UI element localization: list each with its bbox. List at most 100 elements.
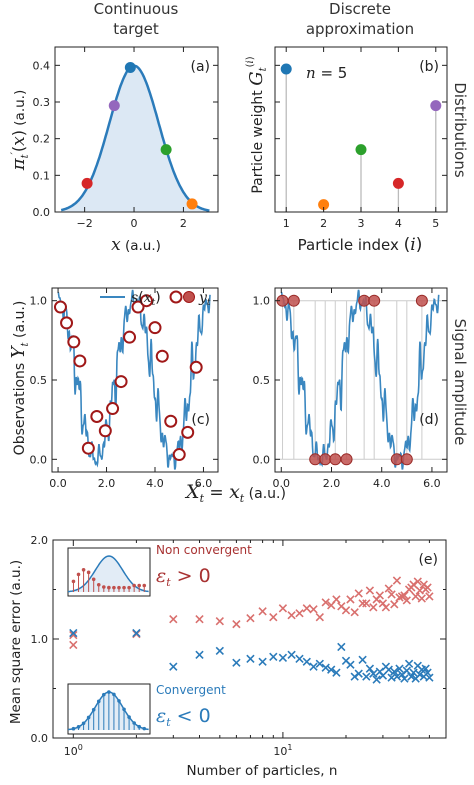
observation-marker xyxy=(148,321,162,335)
mse-marker xyxy=(302,604,311,613)
mse-marker xyxy=(246,654,255,663)
observation-marker xyxy=(114,375,128,389)
inset-stem-marker xyxy=(142,726,147,731)
panel-d: 0.0 2.0 4.0 6.0 0.0 0.5 1.0 (d) xyxy=(253,287,448,490)
mse-marker xyxy=(413,577,422,586)
mse-marker xyxy=(362,599,371,608)
mse-marker xyxy=(369,603,378,612)
mse-marker xyxy=(132,628,141,638)
mse-marker xyxy=(169,615,178,624)
weight-marker xyxy=(392,177,404,189)
annotation-convergent: Convergent xyxy=(156,683,226,697)
header-left-line2: target xyxy=(113,20,159,38)
mse-marker xyxy=(409,580,418,589)
mse-marker xyxy=(402,596,411,605)
panel-a-ylabel: πt′(x) (a.u.) xyxy=(8,90,31,172)
panel-e-ytick-label: 2.0 xyxy=(31,534,49,547)
inset-stem-marker xyxy=(127,715,131,719)
inset-stem-marker xyxy=(86,570,91,575)
inset-convergent xyxy=(67,683,151,735)
weight-marker xyxy=(355,144,367,156)
side-label-signal: Signal amplitude xyxy=(451,319,469,446)
inset-stem-marker xyxy=(81,567,86,572)
observation-marker xyxy=(390,453,403,466)
svg-text:πt′(x) (a.u.): πt′(x) (a.u.) xyxy=(8,90,31,172)
observation-marker xyxy=(106,402,120,416)
panel-d-label: (d) xyxy=(419,412,439,428)
mse-marker xyxy=(407,672,416,681)
mse-marker xyxy=(354,589,363,598)
panel-a-ytick-label: 0.3 xyxy=(33,96,51,109)
panel-a-ytick-label: 0.1 xyxy=(33,169,51,182)
inset-stem-marker xyxy=(102,692,106,697)
panel-e-ytick-label: 1.0 xyxy=(31,633,49,646)
signal-line-d xyxy=(280,289,440,470)
annotation-eps-positive: εt > 0 xyxy=(156,565,211,589)
observation-marker xyxy=(81,441,95,455)
panel-c-label: (c) xyxy=(191,412,210,428)
observation-marker xyxy=(172,448,186,462)
particle-point xyxy=(124,62,136,74)
panel-a-ytick-label: 0.2 xyxy=(33,133,51,146)
mse-marker xyxy=(362,672,371,681)
mse-marker xyxy=(402,666,411,675)
panel-c-ytick-label: 0.5 xyxy=(30,374,48,387)
mse-marker xyxy=(269,613,278,622)
density-fill xyxy=(61,65,210,212)
mse-marker xyxy=(392,672,402,681)
mse-marker xyxy=(400,591,409,600)
particle-point xyxy=(108,100,120,112)
panel-c-ylabel: Observations Yt (a.u.) xyxy=(8,301,31,456)
mse-marker xyxy=(69,628,78,638)
mse-marker xyxy=(278,604,288,613)
side-label-distributions: Distributions xyxy=(451,82,469,178)
mse-marker xyxy=(246,614,255,623)
mse-marker xyxy=(411,592,420,601)
panel-a-ytick-label: 0.0 xyxy=(33,206,51,219)
inset-stem-marker xyxy=(96,699,101,704)
mse-marker xyxy=(400,674,409,683)
observation-marker xyxy=(90,409,104,423)
panel-a: −2 0 2 0.0 0.1 0.2 0.3 0.4 (a) xyxy=(33,46,219,230)
panel-a-ytick-label: 0.4 xyxy=(33,59,51,72)
observation-marker xyxy=(415,294,428,307)
panel-d-xtick-label: 4.0 xyxy=(373,477,391,490)
inset-stem-marker xyxy=(96,582,101,587)
svg-text:Observations Yt (a.u.): Observations Yt (a.u.) xyxy=(8,301,31,456)
panel-e: 100 101 0.0 1.0 2.0 (e) xyxy=(31,534,447,758)
panel-e-xtick-label: 100 xyxy=(64,743,83,758)
mse-marker xyxy=(358,599,367,608)
header-left-line1: Continuous xyxy=(94,0,179,18)
panel-b-ylabel: Particle weight Gt(i) xyxy=(245,56,269,193)
inset-stem-marker xyxy=(117,699,121,703)
inset-stem-marker xyxy=(132,583,136,588)
mse-marker xyxy=(327,665,336,674)
panel-b-xtick-label: 1 xyxy=(283,217,290,230)
mse-marker xyxy=(309,605,318,614)
observation-marker xyxy=(181,425,195,439)
mse-marker xyxy=(375,591,384,600)
observation-marker xyxy=(189,360,203,374)
panel-b-xtick-label: 5 xyxy=(432,217,439,230)
mse-marker xyxy=(425,673,434,682)
panel-c: 0.0 2.0 4.0 6.0 0.0 0.5 1.0 (c) xyxy=(30,287,219,490)
legend-marker-filled xyxy=(183,291,195,303)
panel-d-ytick-label: 1.0 xyxy=(253,295,271,308)
mse-marker xyxy=(372,675,381,684)
svg-text:Particle weight Gt(i): Particle weight Gt(i) xyxy=(245,56,269,193)
panel-c-xtick-label: 0.0 xyxy=(49,477,67,490)
mse-marker xyxy=(341,606,351,615)
mse-marker xyxy=(390,667,399,676)
weight-marker xyxy=(430,100,442,112)
annotation-non-convergent: Non convergent xyxy=(156,543,252,557)
particle-point xyxy=(81,177,93,189)
observation-marker xyxy=(287,294,300,307)
particle-point xyxy=(186,198,198,210)
mse-marker xyxy=(232,658,241,667)
observation-marker xyxy=(98,424,112,438)
inset-stem-marker xyxy=(91,707,96,712)
panel-d-xtick-label: 6.0 xyxy=(423,477,441,490)
mse-marker xyxy=(369,669,378,678)
mse-marker xyxy=(278,653,288,662)
mse-marker xyxy=(315,659,324,668)
